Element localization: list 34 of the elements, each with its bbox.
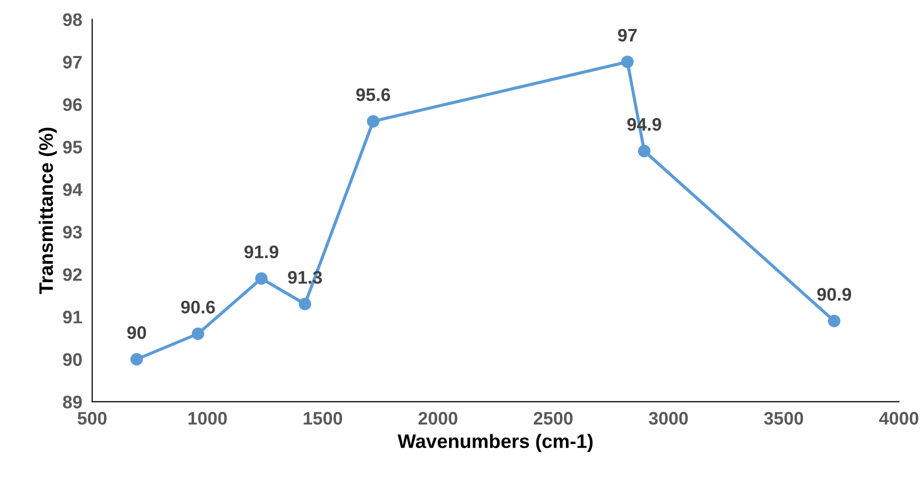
data-label: 91.9 — [244, 245, 278, 258]
point — [828, 314, 840, 328]
point — [638, 144, 650, 158]
y-tick-label: 90 — [63, 353, 82, 366]
data-label: 90 — [127, 326, 146, 339]
data-label: 97 — [618, 28, 637, 42]
data-label: 95.6 — [356, 88, 390, 102]
y-tick-label: 96 — [63, 98, 82, 112]
x-tick-label: 500 — [78, 412, 107, 425]
x-tick-label: 4000 — [879, 412, 918, 425]
x-axis-title: Wavenumbers (cm-1) — [398, 434, 593, 452]
point — [621, 56, 634, 68]
x-tick-label: 3000 — [648, 412, 688, 425]
point — [366, 115, 380, 128]
x-tick-label: 3500 — [764, 412, 804, 425]
y-tick-label: 93 — [63, 226, 82, 239]
x-tick-label: 2000 — [418, 412, 458, 425]
point — [130, 352, 143, 366]
data-label: 90.9 — [817, 288, 852, 301]
y-tick-label: 94 — [63, 183, 82, 196]
x-tick-label: 2500 — [534, 412, 573, 425]
x-tick-label: 1000 — [188, 412, 227, 425]
point — [298, 298, 312, 310]
y-tick-label: 89 — [62, 396, 82, 408]
x-tick-label: 1500 — [304, 412, 342, 425]
y-tick-label: 98 — [63, 13, 82, 26]
data-label: 90.6 — [181, 300, 215, 314]
y-tick-label: 97 — [63, 56, 82, 69]
point — [192, 327, 204, 340]
y-axis-title: Transmittance (%) — [38, 128, 57, 294]
y-tick-label: 91 — [63, 310, 82, 324]
point — [255, 272, 268, 285]
y-tick-label: 95 — [63, 140, 82, 154]
y-tick-label: 92 — [63, 268, 82, 281]
